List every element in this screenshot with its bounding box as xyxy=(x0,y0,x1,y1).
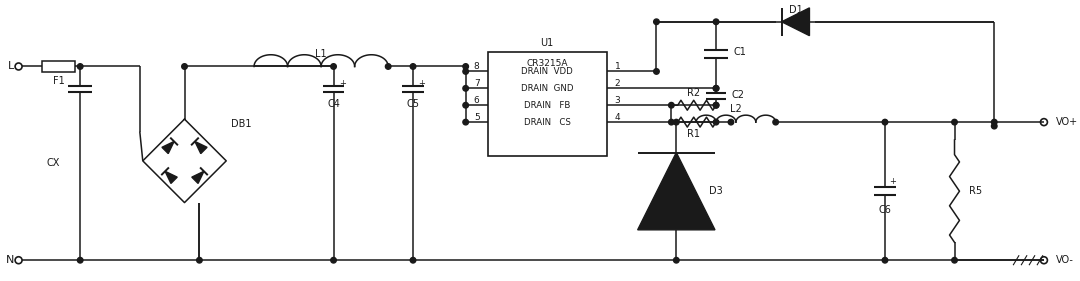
Circle shape xyxy=(463,119,469,125)
Circle shape xyxy=(181,64,187,69)
Polygon shape xyxy=(162,141,174,154)
Circle shape xyxy=(713,85,719,91)
Text: VO+: VO+ xyxy=(1056,117,1078,127)
Text: +: + xyxy=(419,79,426,88)
Circle shape xyxy=(991,119,997,125)
Text: C2: C2 xyxy=(732,90,745,100)
Polygon shape xyxy=(194,141,207,154)
Text: 4: 4 xyxy=(615,113,620,122)
Circle shape xyxy=(669,103,674,108)
Text: U1: U1 xyxy=(540,38,554,48)
Text: R2: R2 xyxy=(687,88,700,98)
Polygon shape xyxy=(192,171,204,183)
Text: C4: C4 xyxy=(327,99,340,109)
Circle shape xyxy=(951,257,957,263)
Text: L1: L1 xyxy=(315,49,327,58)
Circle shape xyxy=(330,257,336,263)
Text: 3: 3 xyxy=(615,96,621,105)
Text: VO-: VO- xyxy=(1056,255,1074,265)
Text: 5: 5 xyxy=(474,113,480,122)
Text: DB1: DB1 xyxy=(231,119,252,129)
Text: N: N xyxy=(6,255,15,265)
Text: 8: 8 xyxy=(474,62,480,71)
Bar xyxy=(487,52,607,156)
Text: DRAIN  VDD: DRAIN VDD xyxy=(522,67,573,76)
Circle shape xyxy=(674,257,679,263)
Circle shape xyxy=(463,64,469,69)
Circle shape xyxy=(882,257,888,263)
Text: CX: CX xyxy=(46,158,60,168)
Circle shape xyxy=(78,257,83,263)
Text: R1: R1 xyxy=(687,129,700,139)
Circle shape xyxy=(197,257,202,263)
Text: 1: 1 xyxy=(615,62,621,71)
Polygon shape xyxy=(165,171,177,183)
Circle shape xyxy=(653,19,659,24)
Circle shape xyxy=(463,69,469,74)
Circle shape xyxy=(713,103,719,108)
Circle shape xyxy=(463,85,469,91)
Text: D3: D3 xyxy=(710,186,723,196)
Text: C5: C5 xyxy=(406,99,419,109)
Circle shape xyxy=(773,119,779,125)
Polygon shape xyxy=(782,8,809,36)
Circle shape xyxy=(78,64,83,69)
Text: L2: L2 xyxy=(730,104,742,114)
Circle shape xyxy=(463,103,469,108)
Text: R5: R5 xyxy=(970,186,983,196)
Circle shape xyxy=(410,64,416,69)
Text: CR3215A: CR3215A xyxy=(526,59,568,68)
Bar xyxy=(42,60,76,72)
Circle shape xyxy=(951,119,957,125)
Circle shape xyxy=(410,257,416,263)
Circle shape xyxy=(653,69,659,74)
Text: +: + xyxy=(890,177,896,186)
Circle shape xyxy=(330,64,336,69)
Circle shape xyxy=(674,119,679,125)
Text: +: + xyxy=(339,79,346,88)
Circle shape xyxy=(669,119,674,125)
Text: 7: 7 xyxy=(474,79,480,88)
Text: F1: F1 xyxy=(53,76,65,86)
Circle shape xyxy=(386,64,391,69)
Polygon shape xyxy=(637,153,715,230)
Circle shape xyxy=(713,103,719,108)
Text: 6: 6 xyxy=(474,96,480,105)
Text: 2: 2 xyxy=(615,79,620,88)
Text: DRAIN   CS: DRAIN CS xyxy=(524,118,570,127)
Text: DRAIN  GND: DRAIN GND xyxy=(521,84,573,93)
Text: L: L xyxy=(9,62,15,71)
Circle shape xyxy=(713,19,719,24)
Text: C1: C1 xyxy=(734,47,746,56)
Circle shape xyxy=(713,85,719,91)
Circle shape xyxy=(991,123,997,129)
Text: C6: C6 xyxy=(878,205,891,215)
Circle shape xyxy=(713,119,719,125)
Text: DRAIN   FB: DRAIN FB xyxy=(524,101,570,110)
Circle shape xyxy=(882,119,888,125)
Text: D1: D1 xyxy=(788,5,802,15)
Circle shape xyxy=(728,119,733,125)
